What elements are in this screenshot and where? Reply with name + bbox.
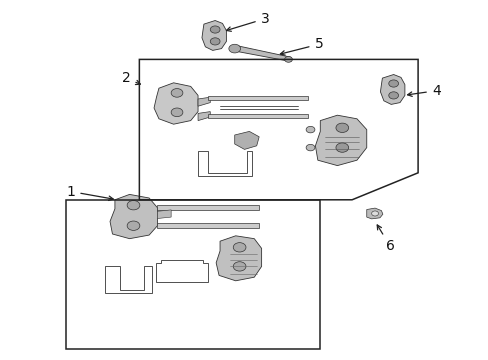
Circle shape — [127, 201, 140, 210]
Text: 6: 6 — [376, 225, 394, 253]
Polygon shape — [366, 208, 382, 219]
Polygon shape — [202, 21, 226, 50]
Polygon shape — [207, 96, 307, 100]
Polygon shape — [315, 115, 366, 166]
Circle shape — [233, 262, 245, 271]
Polygon shape — [232, 46, 290, 62]
Circle shape — [233, 243, 245, 252]
Circle shape — [210, 26, 220, 33]
Polygon shape — [157, 223, 259, 228]
Circle shape — [305, 126, 314, 133]
Circle shape — [388, 80, 398, 87]
Circle shape — [171, 89, 183, 97]
Polygon shape — [157, 205, 259, 210]
Circle shape — [335, 123, 348, 132]
Circle shape — [228, 44, 240, 53]
Polygon shape — [105, 266, 151, 293]
Text: 1: 1 — [66, 185, 113, 201]
Polygon shape — [216, 236, 261, 281]
Polygon shape — [110, 194, 157, 239]
Circle shape — [371, 211, 378, 216]
Circle shape — [127, 221, 140, 230]
Circle shape — [171, 108, 183, 117]
Text: 5: 5 — [280, 37, 323, 55]
Circle shape — [388, 92, 398, 99]
Polygon shape — [198, 97, 210, 106]
Polygon shape — [207, 114, 307, 118]
Polygon shape — [157, 210, 171, 219]
Circle shape — [335, 143, 348, 152]
Polygon shape — [234, 131, 259, 149]
Polygon shape — [154, 83, 198, 124]
Text: 2: 2 — [122, 72, 140, 85]
Polygon shape — [198, 112, 210, 121]
Circle shape — [284, 57, 292, 62]
Polygon shape — [380, 75, 404, 104]
Polygon shape — [198, 151, 251, 176]
Circle shape — [305, 144, 314, 151]
Text: 4: 4 — [407, 84, 440, 98]
Bar — [66, 200, 320, 349]
Polygon shape — [156, 260, 207, 282]
Text: 3: 3 — [226, 12, 269, 31]
Circle shape — [210, 38, 220, 45]
